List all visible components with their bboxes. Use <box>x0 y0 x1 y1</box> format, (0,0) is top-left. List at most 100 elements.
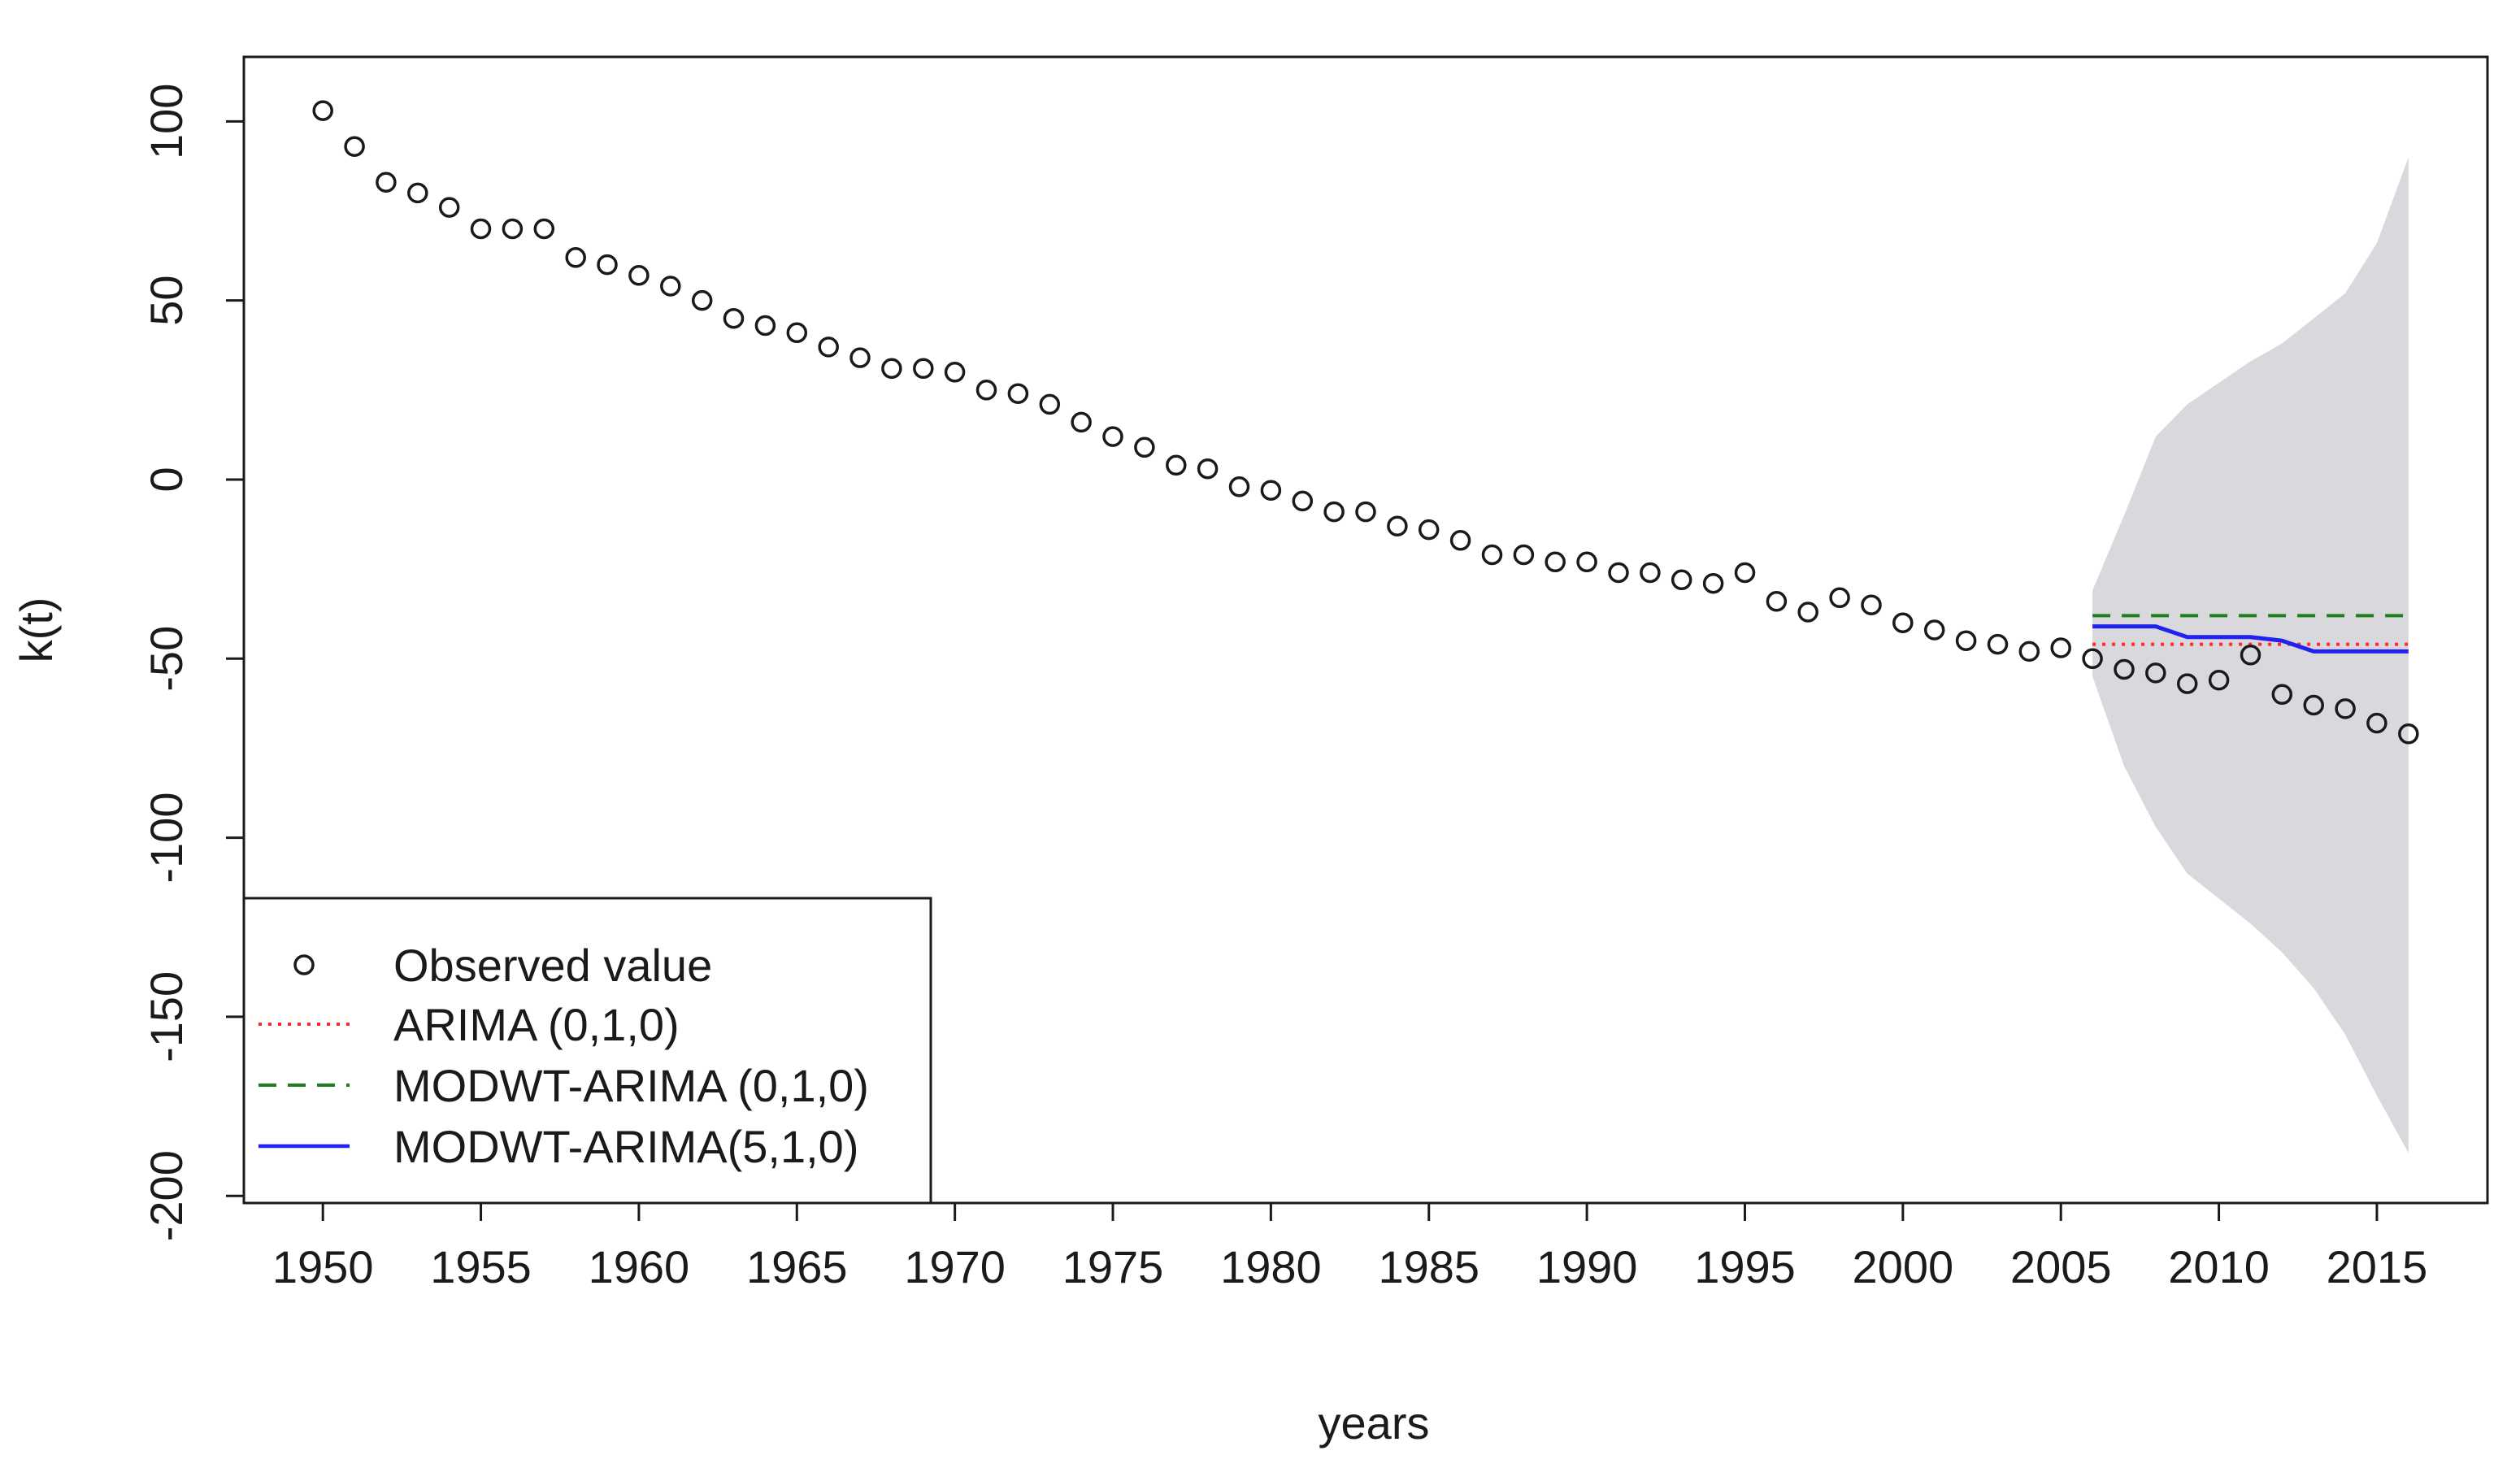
observed-point <box>407 182 428 204</box>
observed-point <box>1039 393 1061 415</box>
observed-point <box>1892 612 1914 633</box>
y-tick-label: 100 <box>141 84 192 159</box>
observed-point <box>849 347 871 368</box>
observed-point <box>1671 569 1692 591</box>
legend-arima-label: ARIMA (0,1,0) <box>393 999 680 1050</box>
x-tick-label: 2010 <box>2168 1241 2270 1292</box>
legend-observed-label: Observed value <box>393 940 712 991</box>
observed-point <box>1071 411 1092 433</box>
x-axis-label: years <box>1319 1397 1430 1448</box>
observed-point <box>1734 562 1756 584</box>
observed-point <box>1228 476 1250 497</box>
x-axis: 1950 1955 1960 1965 1970 1975 1980 1985 1990 1995… <box>272 1201 2428 1292</box>
observed-point <box>597 254 618 276</box>
observed-point <box>691 289 713 311</box>
observed-point <box>1923 619 1945 641</box>
observed-point <box>533 218 555 240</box>
observed-point <box>2050 637 2071 658</box>
observed-point <box>1323 501 1345 523</box>
observed-point <box>1387 515 1408 536</box>
x-tick-label: 1985 <box>1378 1241 1479 1292</box>
observed-point <box>502 218 524 240</box>
y-tick-label: -150 <box>141 971 192 1062</box>
x-tick-label: 1965 <box>746 1241 848 1292</box>
y-tick-label: -200 <box>141 1150 192 1241</box>
legend-box <box>242 897 932 1205</box>
observed-point <box>2082 648 2103 670</box>
observed-point <box>2176 673 2198 694</box>
series-line-3 <box>2092 624 2409 654</box>
observed-point <box>1766 591 1788 612</box>
legend: Observed value ARIMA (0,1,0) MODWT-ARIMA… <box>242 897 932 1205</box>
legend-modwt-arima-510-label: MODWT-ARIMA(5,1,0) <box>393 1121 858 1172</box>
observed-point <box>786 322 808 344</box>
observed-point <box>1166 454 1187 476</box>
observed-point <box>470 218 492 240</box>
observed-point <box>2271 684 2293 706</box>
observed-point <box>2366 712 2387 734</box>
observed-point <box>628 265 650 286</box>
observed-point <box>2240 645 2261 666</box>
observed-point <box>1987 633 2009 655</box>
observed-point <box>1292 490 1314 512</box>
x-tick-label: 2015 <box>2327 1241 2428 1292</box>
y-axis: 100 50 0 -50 -100 -150 -200 <box>141 84 245 1241</box>
x-tick-label: 1980 <box>1220 1241 1322 1292</box>
observed-points-layer <box>312 100 2419 745</box>
observed-point <box>1449 530 1471 551</box>
observed-point <box>1608 562 1629 584</box>
observed-point <box>1702 572 1724 594</box>
observed-point <box>1355 501 1376 523</box>
y-axis-label: k(t) <box>11 597 62 663</box>
x-tick-label: 1975 <box>1062 1241 1164 1292</box>
observed-point <box>2018 641 2040 662</box>
observed-point <box>565 247 586 268</box>
observed-point <box>1797 602 1818 623</box>
y-tick-label: -50 <box>141 626 192 692</box>
observed-point <box>818 337 839 358</box>
observed-point <box>1545 551 1566 573</box>
y-tick-label: 50 <box>141 275 192 325</box>
y-tick-label: 0 <box>141 467 192 492</box>
observed-point <box>1481 544 1503 566</box>
observed-point <box>1134 436 1155 458</box>
observed-point <box>1197 458 1219 480</box>
x-tick-label: 1950 <box>272 1241 374 1292</box>
observed-point <box>2114 658 2135 680</box>
observed-point <box>881 358 902 380</box>
observed-point <box>2145 662 2166 684</box>
x-tick-label: 1995 <box>1694 1241 1796 1292</box>
observed-point <box>1576 551 1597 573</box>
y-tick-label: -100 <box>141 793 192 884</box>
observed-point <box>1418 519 1440 541</box>
observed-point <box>2208 669 2230 691</box>
observed-point <box>1955 630 1977 651</box>
observed-point <box>1640 562 1661 584</box>
observed-point <box>944 362 966 383</box>
observed-point <box>2303 694 2324 716</box>
observed-point <box>1829 587 1850 609</box>
observed-point <box>660 276 681 297</box>
x-tick-label: 1960 <box>589 1241 690 1292</box>
observed-point <box>438 197 460 218</box>
observed-point <box>1861 594 1882 615</box>
x-tick-label: 2000 <box>1853 1241 1954 1292</box>
observed-point <box>2335 698 2356 719</box>
observed-point <box>1102 426 1123 447</box>
observed-point <box>723 307 745 329</box>
prediction-band <box>2092 157 2409 1153</box>
observed-point <box>312 100 333 121</box>
observed-point <box>1260 480 1282 501</box>
legend-modwt-arima-010-label: MODWT-ARIMA (0,1,0) <box>393 1060 869 1111</box>
observed-point <box>975 380 997 401</box>
x-tick-label: 2005 <box>2010 1241 2112 1292</box>
x-tick-label: 1955 <box>430 1241 532 1292</box>
x-tick-label: 1970 <box>904 1241 1006 1292</box>
observed-point <box>2398 723 2419 745</box>
observed-point <box>376 172 397 193</box>
prediction-band-layer <box>2092 157 2409 1153</box>
observed-point <box>754 315 776 337</box>
observed-point <box>1007 383 1029 404</box>
